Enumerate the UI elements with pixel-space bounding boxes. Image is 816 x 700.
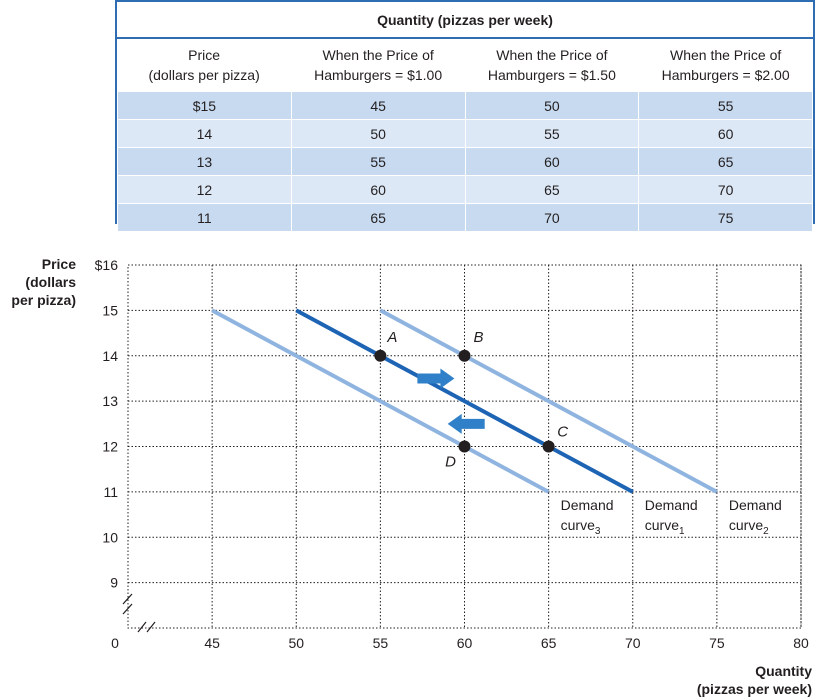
data-table-frame: Quantity (pizzas per week) Price (dollars… xyxy=(115,0,815,232)
table-cell: 12 xyxy=(117,175,292,204)
demand-curve-label: Demand xyxy=(561,497,614,513)
column-header-hamburger-2-00: When the Price of Hamburgers = $2.00 xyxy=(638,37,813,92)
header-line: (dollars per pizza) xyxy=(148,67,260,83)
header-line: Hamburgers = $2.00 xyxy=(661,67,790,83)
table-cell: 75 xyxy=(638,203,813,232)
table-cell: 55 xyxy=(290,147,466,176)
point-a xyxy=(374,349,387,362)
y-tick-label: 13 xyxy=(102,393,118,409)
demand-curve-d1 xyxy=(295,308,634,494)
x-axis-title: (pizzas per week) xyxy=(697,681,812,697)
table-cell: 50 xyxy=(290,119,466,148)
demand-curves-chart: 9 10 11 12 13 14 15 $16 45 50 55 60 65 70 75 80 0 Price (d… xyxy=(11,256,812,697)
column-header-price: Price (dollars per pizza) xyxy=(117,37,292,92)
header-line: Hamburgers = $1.50 xyxy=(487,67,616,83)
table-cell: 70 xyxy=(638,175,813,204)
demand-schedule-table: Quantity (pizzas per week) Price (dollars… xyxy=(117,2,813,232)
table-title: Quantity (pizzas per week) xyxy=(117,2,813,39)
demand-curve-label: curve3 xyxy=(561,517,601,537)
table-cell: 55 xyxy=(638,91,813,120)
x-tick-label: 75 xyxy=(709,635,725,651)
y-tick-label: 15 xyxy=(102,302,118,318)
y-tick-label: 9 xyxy=(110,575,118,591)
point-d xyxy=(458,440,471,453)
origin-label: 0 xyxy=(111,635,119,651)
y-tick-label: 10 xyxy=(102,529,118,545)
point-label: D xyxy=(445,454,456,471)
table-row: 13 55 60 65 xyxy=(117,147,813,176)
demand-curve-d3 xyxy=(211,308,550,494)
shift-arrow-right-icon xyxy=(417,368,455,389)
table-cell: 60 xyxy=(464,147,640,176)
table-cell: 65 xyxy=(638,147,813,176)
y-axis-break-icon xyxy=(122,593,133,615)
point-c xyxy=(542,440,555,453)
header-line: When the Price of xyxy=(322,47,434,63)
x-tick-label: 65 xyxy=(541,635,557,651)
y-tick-label: 14 xyxy=(102,348,118,364)
table-cell: 70 xyxy=(464,203,640,232)
point-label: C xyxy=(557,424,568,441)
shift-arrow-left-icon xyxy=(447,413,485,434)
x-tick-label: 60 xyxy=(457,635,473,651)
column-header-hamburger-1-00: When the Price of Hamburgers = $1.00 xyxy=(290,37,466,92)
table-cell: 60 xyxy=(290,175,466,204)
column-header-hamburger-1-50: When the Price of Hamburgers = $1.50 xyxy=(464,37,640,92)
x-axis-title: Quantity xyxy=(755,663,812,679)
point-label: A xyxy=(386,329,397,346)
x-axis-break-icon xyxy=(137,621,156,633)
header-line: When the Price of xyxy=(496,47,608,63)
table-row: $15 45 50 55 xyxy=(117,91,813,120)
x-tick-label: 50 xyxy=(288,635,304,651)
demand-curve-label: curve1 xyxy=(645,517,685,537)
demand-curve-label: Demand xyxy=(645,497,698,513)
x-tick-label: 80 xyxy=(793,635,809,651)
demand-curve-d2 xyxy=(379,308,718,494)
table-cell: 14 xyxy=(117,119,292,148)
header-line: When the Price of xyxy=(669,47,782,63)
table-cell: 45 xyxy=(290,91,466,120)
y-tick-label: 11 xyxy=(103,484,118,500)
table-cell: 65 xyxy=(290,203,466,232)
demand-curve-label: curve2 xyxy=(729,517,769,537)
table-cell: $15 xyxy=(117,91,292,120)
y-axis-title: Price xyxy=(42,256,76,272)
header-line: Hamburgers = $1.00 xyxy=(314,67,443,83)
y-axis-title: (dollars xyxy=(25,274,76,290)
demand-curve-label: Demand xyxy=(729,497,782,513)
point-label: B xyxy=(473,329,483,346)
x-tick-label: 70 xyxy=(625,635,641,651)
table-cell: 55 xyxy=(464,119,640,148)
table-header-row: Price (dollars per pizza) When the Price … xyxy=(117,37,813,92)
x-tick-label: 55 xyxy=(373,635,389,651)
y-tick-label: 12 xyxy=(102,439,118,455)
point-b xyxy=(458,349,471,362)
table-cell: 13 xyxy=(117,147,292,176)
x-tick-label: 45 xyxy=(204,635,220,651)
table-cell: 11 xyxy=(117,203,292,232)
table-cell: 60 xyxy=(638,119,813,148)
table-cell: 50 xyxy=(464,91,640,120)
y-axis-title: per pizza) xyxy=(11,292,76,308)
table-row: 11 65 70 75 xyxy=(117,203,813,232)
table-row: 14 50 55 60 xyxy=(117,119,813,148)
table-cell: 65 xyxy=(464,175,640,204)
header-line: Price xyxy=(188,47,221,63)
table-row: 12 60 65 70 xyxy=(117,175,813,204)
y-tick-label: $16 xyxy=(95,257,119,273)
